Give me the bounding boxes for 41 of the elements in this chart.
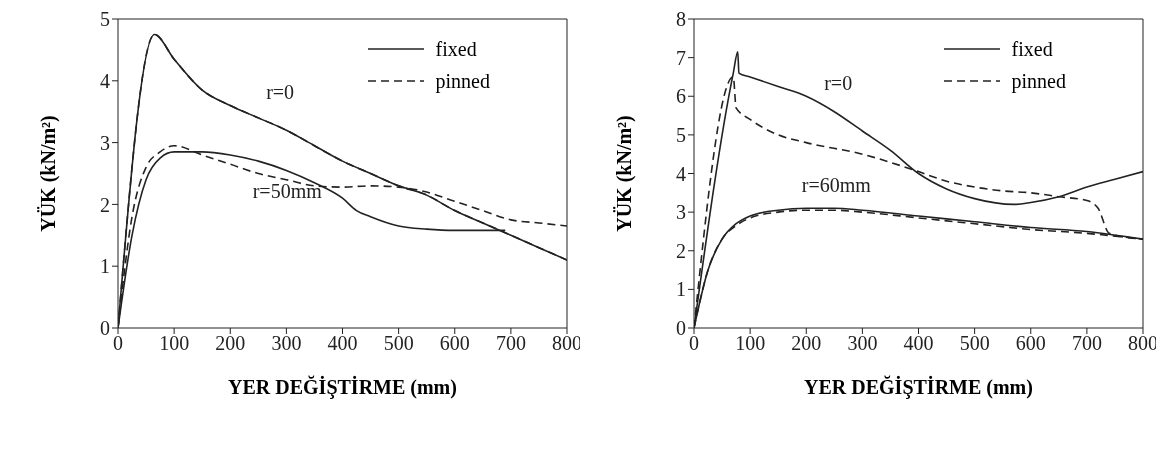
y-tick-label: 6 — [676, 85, 686, 108]
legend-label: fixed — [1011, 37, 1053, 61]
y-tick-label: 2 — [676, 239, 686, 262]
x-tick-label: 500 — [959, 332, 990, 355]
y-tick-label: 0 — [100, 317, 110, 340]
x-tick-label: 700 — [495, 332, 526, 355]
y-tick-label: 5 — [676, 123, 686, 146]
x-axis-title: YER DEĞİŞTİRME (mm) — [804, 375, 1033, 399]
x-tick-label: 300 — [847, 332, 878, 355]
x-tick-label: 300 — [271, 332, 302, 355]
annotation: r=0 — [824, 71, 853, 95]
y-tick-label: 1 — [100, 255, 110, 278]
y-tick-label: 2 — [100, 193, 110, 216]
x-tick-label: 600 — [439, 332, 470, 355]
x-axis-title: YER DEĞİŞTİRME (mm) — [228, 375, 457, 399]
annotation: r=50mm — [252, 179, 322, 203]
y-axis-title: YÜK (kN/m²) — [37, 115, 61, 232]
x-tick-label: 200 — [215, 332, 246, 355]
x-tick-label: 100 — [159, 332, 190, 355]
x-tick-label: 400 — [903, 332, 934, 355]
legend-label: fixed — [435, 37, 477, 61]
x-tick-label: 500 — [383, 332, 414, 355]
x-tick-label: 600 — [1015, 332, 1046, 355]
y-tick-label: 4 — [676, 162, 686, 185]
x-tick-label: 200 — [791, 332, 822, 355]
y-tick-label: 8 — [676, 8, 686, 31]
y-tick-label: 7 — [676, 46, 686, 69]
y-tick-label: 0 — [676, 317, 686, 340]
y-axis-title: YÜK (kN/m²) — [613, 115, 637, 232]
legend-label: pinned — [1011, 69, 1066, 93]
x-tick-label: 400 — [327, 332, 358, 355]
y-tick-label: 1 — [676, 278, 686, 301]
y-tick-label: 5 — [100, 8, 110, 31]
y-tick-label: 3 — [100, 131, 110, 154]
annotation: r=60mm — [801, 173, 871, 197]
x-tick-label: 100 — [735, 332, 766, 355]
annotation: r=0 — [266, 80, 295, 104]
y-tick-label: 4 — [100, 69, 110, 92]
x-tick-label: 700 — [1071, 332, 1102, 355]
y-tick-label: 3 — [676, 201, 686, 224]
legend-label: pinned — [435, 69, 490, 93]
